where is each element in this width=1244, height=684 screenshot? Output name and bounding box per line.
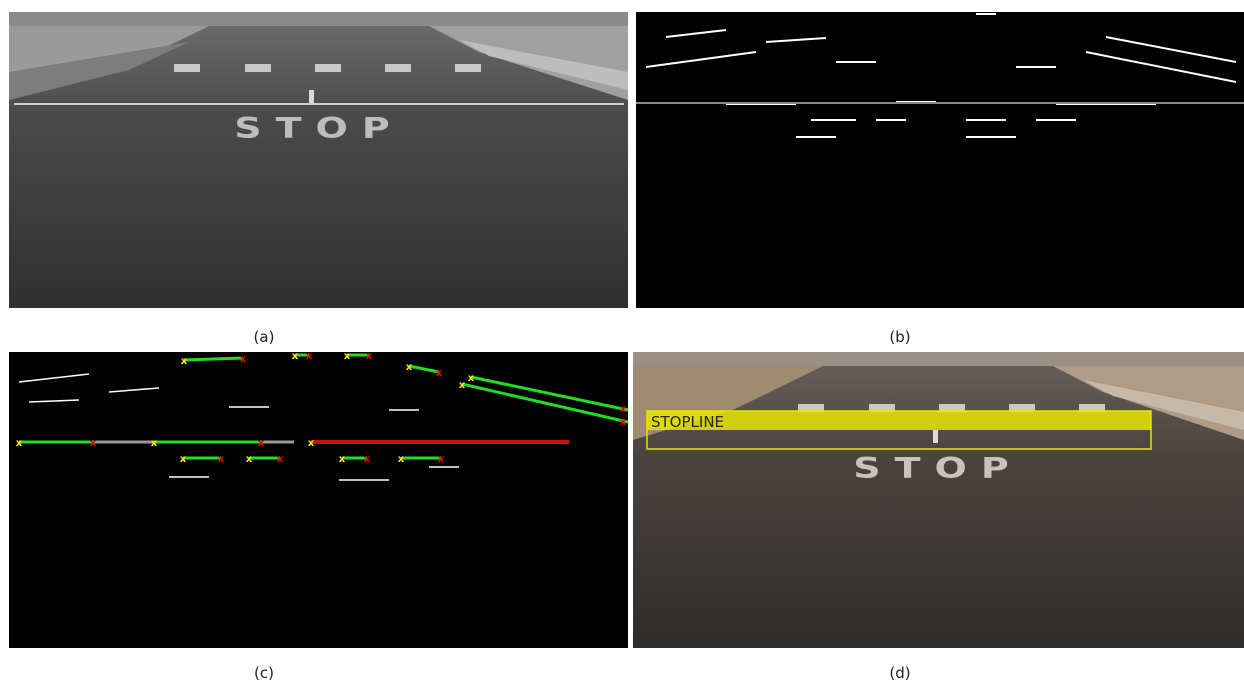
stopline-label: STOPLINE — [651, 413, 724, 431]
svg-text:x: x — [459, 380, 466, 391]
svg-text:x: x — [16, 438, 23, 449]
svg-text:x: x — [398, 454, 405, 465]
svg-text:x: x — [258, 438, 265, 449]
road-text-stop: STOP — [234, 112, 403, 145]
caption-c: (c) — [254, 664, 274, 682]
svg-text:x: x — [292, 352, 299, 362]
green-segments — [19, 353, 628, 460]
svg-text:x: x — [620, 404, 627, 415]
svg-text:x: x — [181, 356, 188, 367]
panel-b-binary-edge-map — [636, 12, 1244, 308]
svg-text:x: x — [90, 438, 97, 449]
road-text-stop: STOP — [853, 452, 1022, 485]
grayscale-road-image: STOP — [9, 12, 628, 308]
edge-map-image — [636, 13, 1244, 138]
svg-text:x: x — [151, 438, 158, 449]
svg-text:x: x — [246, 454, 253, 465]
svg-text:x: x — [436, 368, 443, 379]
svg-text:x: x — [344, 352, 351, 362]
svg-text:x: x — [218, 454, 225, 465]
caption-b: (b) — [889, 328, 911, 346]
caption-a: (a) — [253, 328, 275, 346]
panel-c-line-segments: x x x x x x x x x x x x x x x x x x x x … — [9, 352, 628, 648]
panel-a-grayscale-road: STOP — [9, 12, 628, 308]
svg-text:x: x — [620, 417, 627, 428]
panel-d-detection: STOP STOPLINE — [633, 352, 1244, 648]
svg-text:x: x — [406, 362, 413, 373]
svg-text:x: x — [180, 454, 187, 465]
svg-text:x: x — [468, 373, 475, 384]
svg-text:x: x — [366, 352, 373, 362]
stopline-label-background — [647, 411, 1151, 430]
svg-text:x: x — [240, 354, 247, 365]
svg-text:x: x — [308, 438, 315, 449]
svg-text:x: x — [306, 352, 313, 362]
svg-text:x: x — [339, 454, 346, 465]
svg-text:x: x — [364, 454, 371, 465]
caption-d: (d) — [889, 664, 911, 682]
segment-endpoints: x x x x x x x x x x x x x x x x x x x x … — [16, 352, 627, 465]
svg-text:x: x — [277, 454, 284, 465]
svg-text:x: x — [438, 454, 445, 465]
line-segments-image: x x x x x x x x x x x x x x x x x x x x … — [16, 352, 628, 481]
color-road-image: STOP STOPLINE — [633, 352, 1244, 648]
